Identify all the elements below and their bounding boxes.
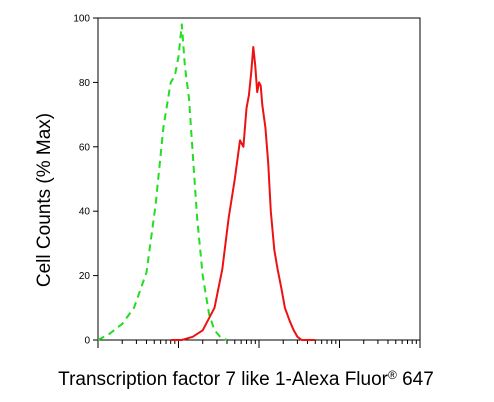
y-axis-title: Cell Counts (% Max) xyxy=(34,113,55,287)
x-axis-title-suffix: 647 xyxy=(397,369,434,390)
series-line-2 xyxy=(170,46,316,341)
plot-frame xyxy=(97,17,421,341)
y-axis: 0 20 40 60 80 100 xyxy=(73,14,98,347)
y-tick-label: 40 xyxy=(79,207,91,218)
series-line-1 xyxy=(97,23,228,341)
y-tick-label: 0 xyxy=(84,336,90,347)
y-tick-label: 100 xyxy=(73,14,90,25)
plot-border xyxy=(97,17,421,341)
x-axis-title: Transcription factor 7 like 1-Alexa Fluo… xyxy=(58,368,434,390)
x-axis xyxy=(97,340,421,348)
y-tick-label: 60 xyxy=(79,142,91,153)
series-layer xyxy=(97,23,316,341)
x-axis-title-superscript: ® xyxy=(388,368,397,382)
x-axis-title-main: Transcription factor 7 like 1-Alexa Fluo… xyxy=(58,369,388,390)
y-tick-label: 20 xyxy=(79,271,91,282)
y-tick-label: 80 xyxy=(79,78,91,89)
